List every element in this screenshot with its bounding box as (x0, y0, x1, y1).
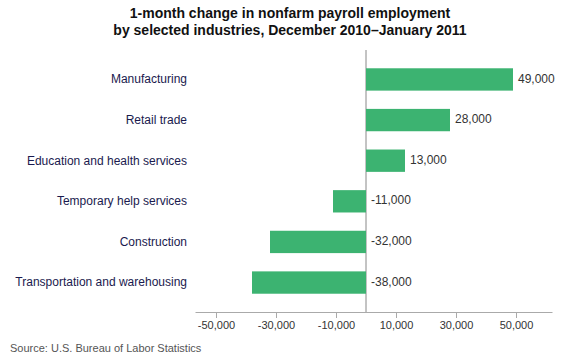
category-label: Retail trade (126, 113, 188, 127)
chart: -50,000 -30,000 -10,000 10,000 30,000 50,000 T… (0, 0, 580, 360)
data-label: 28,000 (455, 112, 492, 126)
tick-mark (396, 312, 397, 318)
category-label: Transportation and warehousing (15, 275, 187, 289)
tick-mark (516, 312, 517, 318)
bar (333, 190, 366, 212)
data-label: -32,000 (371, 234, 412, 248)
bar (366, 68, 513, 90)
tick: -10,000 (318, 312, 355, 331)
bars (252, 68, 513, 293)
category-axis: Transportation and warehousing Constructi… (15, 72, 187, 289)
tick-label: -30,000 (258, 319, 295, 331)
tick: Retail trade (126, 113, 188, 127)
bar (366, 150, 405, 172)
tick: Construction (120, 235, 187, 249)
tick: Transportation and warehousing (15, 275, 187, 289)
tick-label: 50,000 (500, 319, 534, 331)
axis-line (196, 312, 553, 313)
data-label: -38,000 (371, 275, 412, 289)
tick-mark (216, 312, 217, 318)
data-label: 49,000 (518, 72, 555, 86)
tick: 50,000 (500, 312, 534, 331)
title: 1-month change in nonfarm payroll employ… (113, 5, 467, 38)
tick: 10,000 (380, 312, 414, 331)
tick-label: 30,000 (440, 319, 474, 331)
title-line: 1-month change in nonfarm payroll employ… (130, 5, 451, 21)
tick: Temporary help services (57, 194, 187, 208)
tick-label: -10,000 (318, 319, 355, 331)
title-line: by selected industries, December 2010–Ja… (113, 22, 467, 38)
bar (270, 231, 366, 253)
tick-mark (336, 312, 337, 318)
category-label: Construction (120, 235, 187, 249)
tick: -50,000 (198, 312, 235, 331)
data-label: -11,000 (371, 193, 411, 207)
tick-label: 10,000 (380, 319, 414, 331)
category-label: Education and health services (27, 154, 187, 168)
data-label: 13,000 (410, 153, 447, 167)
tick: 30,000 (440, 312, 474, 331)
plot-area: -50,000 -30,000 -10,000 10,000 30,000 50,000 T… (15, 50, 555, 331)
bar (366, 109, 450, 131)
data-labels: -38,000 -32,000 -11,000 13,000 28,000 49,000 (371, 72, 555, 289)
category-label: Manufacturing (111, 72, 187, 86)
tick-mark (456, 312, 457, 318)
tick-label: -50,000 (198, 319, 235, 331)
tick: Education and health services (27, 154, 187, 168)
category-label: Temporary help services (57, 194, 187, 208)
tick: Manufacturing (111, 72, 187, 86)
tick-mark (276, 312, 277, 318)
annotation: Source: U.S. Bureau of Labor Statistics (10, 342, 202, 354)
tick: -30,000 (258, 312, 295, 331)
x-axis: -50,000 -30,000 -10,000 10,000 30,000 50,000 (196, 312, 553, 331)
bar (252, 271, 366, 293)
